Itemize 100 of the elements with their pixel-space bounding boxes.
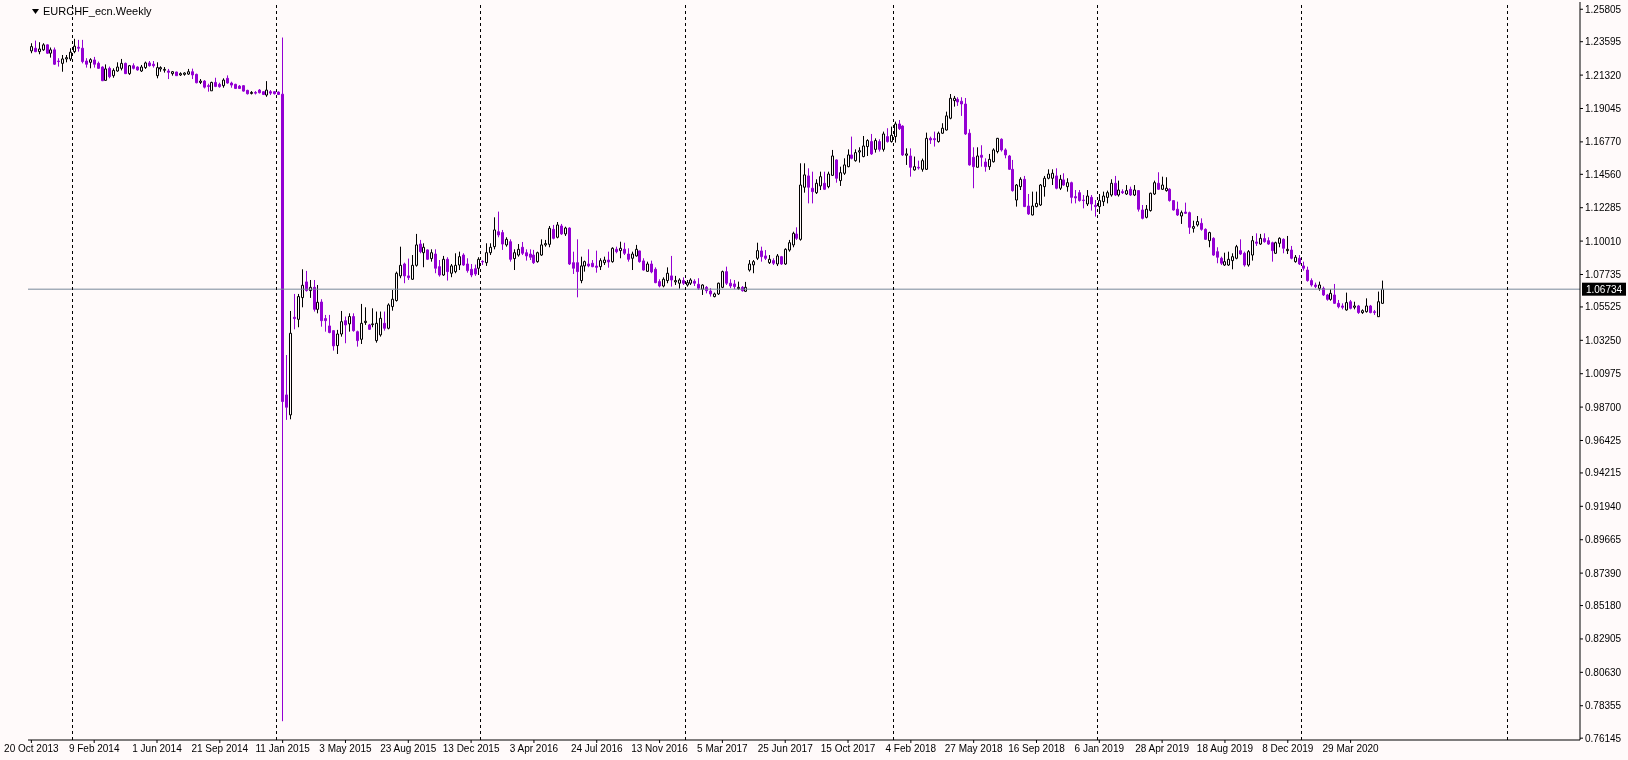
candlestick <box>1062 172 1065 187</box>
y-tick-label: 1.07735 <box>1585 269 1622 281</box>
candlestick <box>627 247 630 263</box>
candlestick <box>870 133 873 156</box>
candlestick <box>179 71 182 77</box>
candlestick <box>108 66 111 79</box>
candlestick <box>670 255 673 288</box>
candlestick <box>976 146 979 169</box>
candlestick <box>552 224 555 240</box>
candlestick <box>556 221 559 239</box>
candlestick <box>1121 188 1124 195</box>
candlestick <box>905 147 908 166</box>
candlestick <box>454 252 457 274</box>
candlestick <box>1223 252 1226 267</box>
candlestick <box>587 248 590 268</box>
y-tick-label: 0.76145 <box>1585 732 1622 744</box>
candlestick <box>254 90 257 95</box>
candlestick <box>187 68 190 76</box>
candlestick <box>474 264 477 277</box>
candlestick <box>265 80 268 98</box>
candlestick <box>1369 304 1372 314</box>
candlestick <box>1090 194 1093 212</box>
candlestick <box>737 281 740 291</box>
x-tick-label: 5 Mar 2017 <box>697 743 749 755</box>
x-tick-label: 24 Jul 2016 <box>570 743 624 755</box>
candlestick <box>925 132 928 171</box>
candlestick <box>426 248 429 261</box>
candlestick <box>422 242 425 268</box>
candlestick <box>1125 184 1128 196</box>
candlestick <box>81 39 84 64</box>
candlestick <box>430 248 433 263</box>
y-tick-label: 0.96425 <box>1585 435 1622 447</box>
candlestick <box>61 54 64 73</box>
candlestick <box>835 158 838 184</box>
candlestick <box>697 277 700 291</box>
candlestick <box>1227 251 1230 267</box>
candlestick <box>128 64 131 76</box>
candlestick <box>1271 241 1274 263</box>
candlestick <box>175 71 178 77</box>
y-tick-label: 0.87390 <box>1585 567 1622 579</box>
candlestick <box>250 90 253 95</box>
candlestick <box>874 137 877 154</box>
candlestick <box>222 77 225 89</box>
y-tick-label: 0.85180 <box>1585 600 1622 612</box>
y-tick-label: 1.10010 <box>1585 235 1622 247</box>
candlestick <box>49 47 52 59</box>
candlestick <box>199 78 202 85</box>
candlestick <box>878 138 881 153</box>
candlestick <box>458 251 461 271</box>
candlestick <box>156 61 159 79</box>
candlestick <box>316 284 319 314</box>
x-tick-label: 13 Nov 2016 <box>631 743 689 755</box>
x-tick-label: 21 Sep 2014 <box>191 743 249 755</box>
candlestick <box>564 226 567 237</box>
candlestick <box>140 64 143 73</box>
candlestick <box>281 37 284 722</box>
y-tick-label: 1.25805 <box>1585 3 1622 15</box>
candlestick <box>819 171 822 191</box>
y-tick-label: 0.98700 <box>1585 401 1622 413</box>
candlestick <box>1329 288 1332 302</box>
x-tick-label: 9 Feb 2014 <box>68 743 120 755</box>
candlestick <box>1114 175 1117 197</box>
candlestick <box>854 148 857 163</box>
candlestick <box>442 255 445 277</box>
candlestick <box>203 79 206 89</box>
y-tick-label: 1.05525 <box>1585 301 1622 313</box>
candlestick <box>701 283 704 296</box>
candlestick <box>419 239 422 254</box>
candlestick <box>666 266 669 284</box>
candlestick <box>1165 176 1168 193</box>
candlestick <box>1011 159 1014 193</box>
candlestick <box>1129 186 1132 197</box>
candlestick <box>1070 181 1073 204</box>
candlestick <box>1373 309 1376 316</box>
candlestick <box>46 43 49 55</box>
candlestick <box>1051 168 1054 186</box>
candlestick <box>34 40 37 53</box>
candlestick <box>1274 241 1277 255</box>
candlestick <box>603 256 606 266</box>
candlestick <box>768 254 771 265</box>
candlestick <box>1353 301 1356 310</box>
y-tick-label: 0.91940 <box>1585 500 1622 512</box>
candlestick <box>132 62 135 70</box>
candlestick <box>792 231 795 248</box>
x-tick-label: 25 Jun 2017 <box>757 743 814 755</box>
candlestick <box>344 316 347 344</box>
x-tick-label: 28 Apr 2019 <box>1135 743 1190 755</box>
candlestick <box>226 74 229 85</box>
candlestick <box>595 250 598 274</box>
candlestick <box>120 58 123 71</box>
x-tick-label: 16 Sep 2018 <box>1008 743 1066 755</box>
candlestick <box>356 330 359 348</box>
candlestick <box>124 62 127 75</box>
x-tick-label: 3 May 2015 <box>319 743 373 755</box>
candlestick <box>101 65 104 82</box>
y-tick-label: 1.19045 <box>1585 103 1622 115</box>
candlestick <box>689 277 692 286</box>
ref-line-label: 1.06734 <box>1585 283 1623 295</box>
candlestick <box>933 131 936 148</box>
candlestick <box>375 311 378 344</box>
